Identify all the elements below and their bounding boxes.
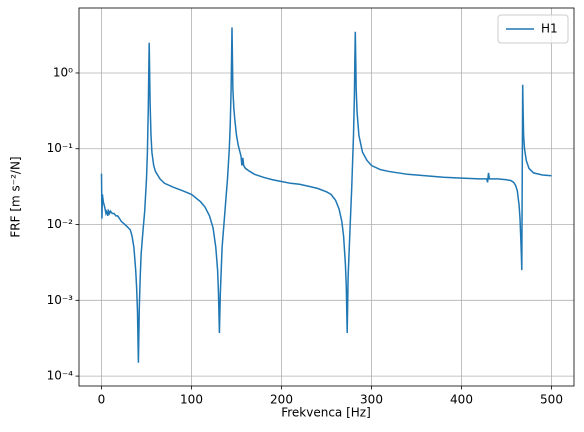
y-tick-label: 10⁻⁴ — [47, 369, 74, 383]
y-tick-label: 10⁻² — [47, 217, 74, 231]
legend-label: H1 — [541, 22, 558, 36]
data-line — [100, 27, 552, 363]
y-tick-label: 10⁻¹ — [47, 141, 74, 155]
legend: H1 — [497, 14, 569, 44]
x-tick-label: 400 — [450, 393, 473, 407]
x-tick-label: 200 — [270, 393, 293, 407]
x-tick-label: 100 — [180, 393, 203, 407]
y-axis-label: FRF [m s⁻²/N] — [9, 156, 23, 237]
x-tick-label: 300 — [360, 393, 383, 407]
x-tick-label: 500 — [540, 393, 563, 407]
y-tick-label: 10⁻³ — [47, 293, 74, 307]
x-tick-label: 0 — [98, 393, 106, 407]
x-axis-label: Frekvenca [Hz] — [281, 406, 371, 420]
plot-frame — [78, 7, 575, 387]
y-tick-label: 10⁰ — [53, 65, 73, 79]
